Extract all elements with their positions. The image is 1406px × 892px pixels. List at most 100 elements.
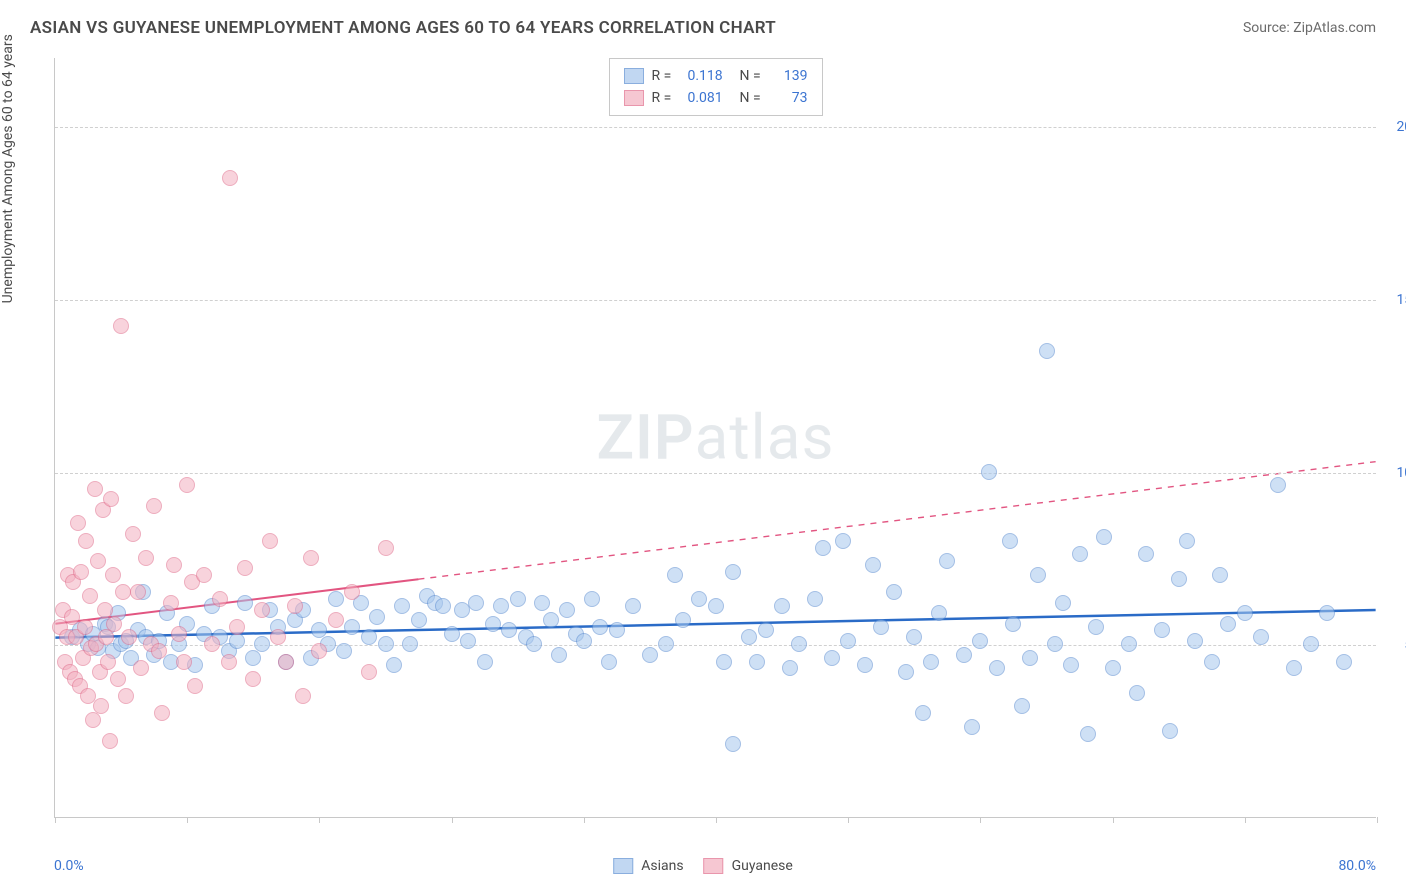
y-tick-label: 15.0% [1384,292,1406,308]
scatter-point [725,564,741,580]
scatter-point [176,654,192,670]
scatter-point [609,622,625,638]
scatter-point [90,553,106,569]
scatter-point [254,602,270,618]
scatter-point [1063,657,1079,673]
scatter-point [691,591,707,607]
x-axis-min-label: 0.0% [54,858,84,874]
legend-row: R =0.118N =139 [624,65,808,87]
scatter-point [782,660,798,676]
scatter-point [658,636,674,652]
scatter-point [115,584,131,600]
legend-swatch [624,90,644,106]
scatter-point [287,598,303,614]
scatter-point [1002,533,1018,549]
scatter-point [435,598,451,614]
scatter-point [113,318,129,334]
x-tick [716,817,717,823]
scatter-point [526,636,542,652]
scatter-point [584,591,600,607]
scatter-point [1022,650,1038,666]
scatter-point [1179,533,1195,549]
scatter-point [1129,685,1145,701]
scatter-point [402,636,418,652]
scatter-point [121,629,137,645]
watermark: ZIPatlas [597,401,835,474]
scatter-point [311,643,327,659]
scatter-point [1171,571,1187,587]
scatter-point [344,619,360,635]
legend-item: Asians [613,858,683,874]
scatter-point [758,622,774,638]
scatter-point [1154,622,1170,638]
scatter-point [77,619,93,635]
scatter-point [857,657,873,673]
scatter-point [187,678,203,694]
legend-n-value: 73 [776,87,808,109]
chart-plot-area: ZIPatlas R =0.118N =139R =0.081N =73 5.0… [54,58,1376,818]
scatter-point [378,636,394,652]
scatter-point [93,698,109,714]
scatter-point [939,553,955,569]
y-tick-label: 5.0% [1384,637,1406,653]
scatter-point [130,584,146,600]
scatter-point [245,671,261,687]
scatter-point [1303,636,1319,652]
legend-label: Asians [641,858,683,874]
scatter-point [1237,605,1253,621]
x-tick [1377,817,1378,823]
x-tick [1113,817,1114,823]
scatter-point [411,612,427,628]
scatter-point [791,636,807,652]
scatter-point [1088,619,1104,635]
scatter-point [956,647,972,663]
source-attribution: Source: ZipAtlas.com [1243,20,1376,36]
scatter-point [477,654,493,670]
scatter-point [102,733,118,749]
scatter-point [1212,567,1228,583]
scatter-point [1072,546,1088,562]
scatter-point [1005,616,1021,632]
scatter-point [254,636,270,652]
scatter-point [237,560,253,576]
scatter-point [1204,654,1220,670]
scatter-point [212,591,228,607]
scatter-point [394,598,410,614]
scatter-point [749,654,765,670]
scatter-point [229,619,245,635]
scatter-point [245,650,261,666]
scatter-point [972,633,988,649]
scatter-point [133,660,149,676]
scatter-point [73,564,89,580]
scatter-point [361,664,377,680]
y-tick-label: 10.0% [1384,465,1406,481]
scatter-point [221,654,237,670]
scatter-point [70,515,86,531]
scatter-point [1319,605,1335,621]
scatter-point [118,688,134,704]
scatter-point [468,595,484,611]
x-tick [319,817,320,823]
chart-title: ASIAN VS GUYANESE UNEMPLOYMENT AMONG AGE… [30,18,776,38]
x-tick [980,817,981,823]
scatter-point [151,643,167,659]
scatter-point [576,633,592,649]
scatter-point [196,567,212,583]
scatter-point [898,664,914,680]
scatter-point [1030,567,1046,583]
scatter-point [1047,636,1063,652]
x-tick [452,817,453,823]
scatter-point [815,540,831,556]
scatter-point [204,636,220,652]
legend-item: Guyanese [704,858,793,874]
scatter-point [865,557,881,573]
scatter-point [824,650,840,666]
scatter-point [1080,726,1096,742]
scatter-point [369,609,385,625]
scatter-point [931,605,947,621]
legend-swatch [613,858,633,874]
scatter-point [82,588,98,604]
legend-n-value: 139 [776,65,808,87]
x-tick [55,817,56,823]
scatter-point [444,626,460,642]
